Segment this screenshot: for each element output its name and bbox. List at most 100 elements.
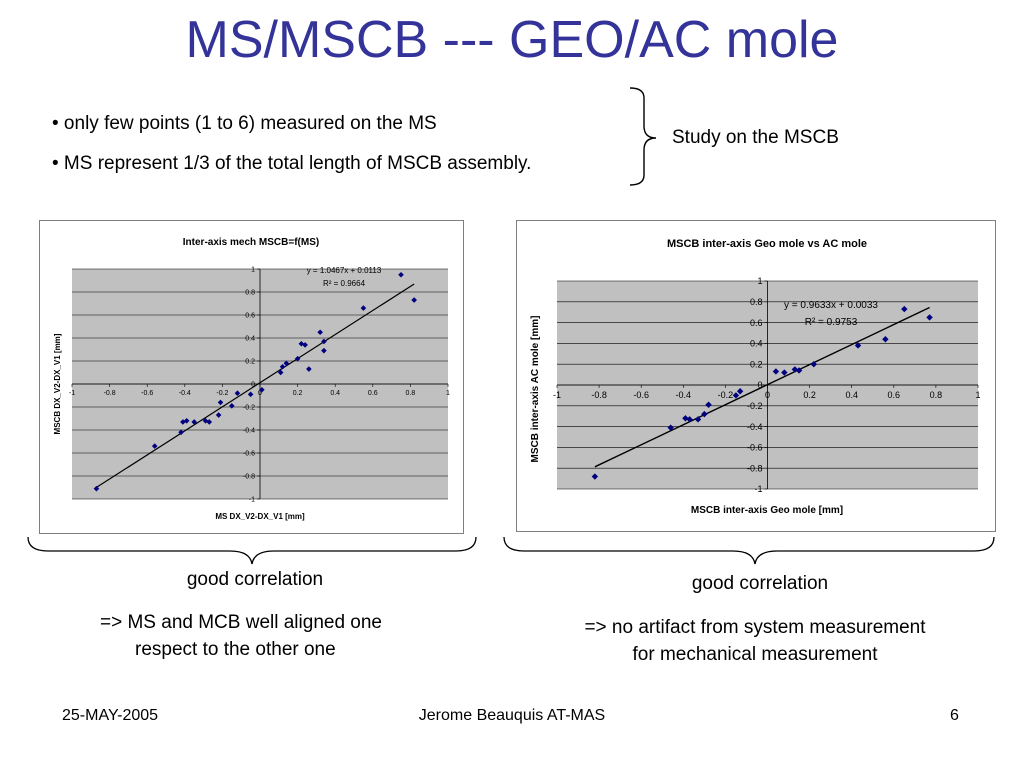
data-point <box>298 340 305 347</box>
x-tick-label: 1 <box>975 390 980 400</box>
y-tick-label: -0.2 <box>747 401 763 411</box>
x-tick-label: 0.4 <box>845 390 858 400</box>
y-tick-label: -0.4 <box>243 427 255 434</box>
bullet-item: • only few points (1 to 6) measured on t… <box>52 113 437 134</box>
data-point <box>259 386 265 393</box>
x-tick-label: 0.8 <box>930 390 943 400</box>
data-point <box>151 443 158 449</box>
y-tick-label: -0.4 <box>747 422 763 432</box>
data-point <box>206 419 213 425</box>
y-tick-label: 0 <box>251 381 255 388</box>
note-right-line: => no artifact from system measurement <box>584 617 926 638</box>
data-point <box>215 412 222 418</box>
data-point <box>229 403 235 409</box>
page-number: 6 <box>950 707 959 724</box>
curly-brace-right <box>629 87 657 186</box>
data-point <box>302 342 308 348</box>
chart-mech-ms: Inter-axis mech MSCB=f(MS) -1 -0.8 -0.6 -0.… <box>39 220 464 534</box>
caption-left: good correlation <box>186 569 324 590</box>
x-tick-label: 0 <box>258 390 262 397</box>
trendline <box>594 306 930 468</box>
y-tick-label: 0.4 <box>245 335 255 342</box>
slide-title: MS/MSCB --- GEO/AC mole <box>185 11 839 69</box>
y-tick-label: -0.6 <box>747 443 763 453</box>
data-point <box>283 360 290 367</box>
data-point <box>306 366 312 372</box>
x-tick-label: -1 <box>553 390 561 400</box>
data-point <box>279 363 286 370</box>
y-tick-label: -0.2 <box>243 404 255 411</box>
x-tick-label: 0.6 <box>368 390 378 397</box>
data-point <box>277 369 284 376</box>
data-point <box>217 399 224 406</box>
data-point <box>294 355 301 362</box>
y-tick-label: -1 <box>249 496 255 503</box>
y-tick-label: 0.2 <box>750 359 763 369</box>
x-tick-label: -0.2 <box>718 390 734 400</box>
data-point <box>93 485 100 492</box>
x-tick-label: 0.8 <box>406 390 416 397</box>
footer-date: 25-MAY-2005 <box>62 707 159 724</box>
y-tick-label: 0 <box>757 380 762 390</box>
footer-author: Jerome Beauquis AT-MAS <box>418 707 606 724</box>
data-point <box>234 390 241 396</box>
x-tick-label: -0.4 <box>676 390 692 400</box>
x-tick-label: 0.2 <box>803 390 816 400</box>
chart-title: Inter-axis mech MSCB=f(MS) <box>183 237 319 248</box>
trendline <box>96 283 415 488</box>
x-tick-label: 0.4 <box>330 390 340 397</box>
y-axis-label: MSCB DX_V2-DX_V1 [mm] <box>53 333 62 434</box>
x-tick-label: 0.6 <box>888 390 901 400</box>
data-point <box>360 305 367 311</box>
data-point <box>247 391 254 398</box>
note-left-line: => MS and MCB well aligned one <box>100 612 382 633</box>
x-tick-label: -0.8 <box>104 390 116 397</box>
y-tick-label: 0.2 <box>245 358 255 365</box>
data-point <box>317 329 323 336</box>
y-tick-label: -0.6 <box>243 450 255 457</box>
x-tick-label: -0.6 <box>141 390 153 397</box>
r-squared: R² = 0.9664 <box>323 279 366 288</box>
x-axis-label: MS DX_V2-DX_V1 [mm] <box>215 512 305 521</box>
y-tick-label: 1 <box>251 266 255 273</box>
x-axis-label: MSCB inter-axis Geo mole [mm] <box>691 505 843 516</box>
y-tick-label: 0.8 <box>245 289 255 296</box>
data-point <box>321 347 327 354</box>
x-tick-label: -1 <box>69 390 75 397</box>
data-point <box>854 342 862 349</box>
note-right: => no artifact from system measurement f… <box>530 614 980 668</box>
brace-note: Study on the MSCB <box>672 127 839 148</box>
data-point <box>795 367 803 374</box>
y-tick-label: -1 <box>754 484 762 494</box>
caption-right: good correlation <box>691 573 829 594</box>
data-point <box>882 336 889 343</box>
data-point <box>183 418 190 424</box>
data-point <box>791 366 799 373</box>
trendline-equation: y = 1.0467x + 0.0113 <box>307 266 382 275</box>
data-point <box>686 416 693 423</box>
x-tick-label: -0.4 <box>179 390 191 397</box>
y-tick-label: 0.6 <box>750 318 763 328</box>
x-tick-label: 0 <box>765 390 770 400</box>
r-squared: R² = 0.9753 <box>805 317 858 328</box>
note-left: => MS and MCB well aligned one respect t… <box>100 609 445 663</box>
data-point <box>180 419 186 425</box>
trendline-equation: y = 0.9633x + 0.0033 <box>784 300 878 311</box>
y-tick-label: -0.8 <box>243 473 255 480</box>
data-point <box>398 271 404 278</box>
y-tick-label: -0.8 <box>747 463 763 473</box>
x-tick-label: 0.2 <box>293 390 303 397</box>
data-point <box>736 388 744 395</box>
data-point <box>178 429 184 436</box>
y-tick-label: 0.8 <box>750 297 763 307</box>
x-tick-label: -0.6 <box>633 390 649 400</box>
bullet-item: • MS represent 1/3 of the total length o… <box>52 153 532 174</box>
chart-title: MSCB inter-axis Geo mole vs AC mole <box>667 238 867 250</box>
note-left-line: respect to the other one <box>135 639 336 660</box>
y-axis-label: MSCB inter-axis AC mole [mm] <box>530 316 541 463</box>
y-tick-label: 1 <box>757 276 762 286</box>
chart-geo-vs-ac: MSCB inter-axis Geo mole vs AC mole -1 -0… <box>516 220 996 532</box>
data-point <box>202 418 209 424</box>
x-tick-label: -0.8 <box>591 390 607 400</box>
x-tick-label: -0.2 <box>216 390 228 397</box>
